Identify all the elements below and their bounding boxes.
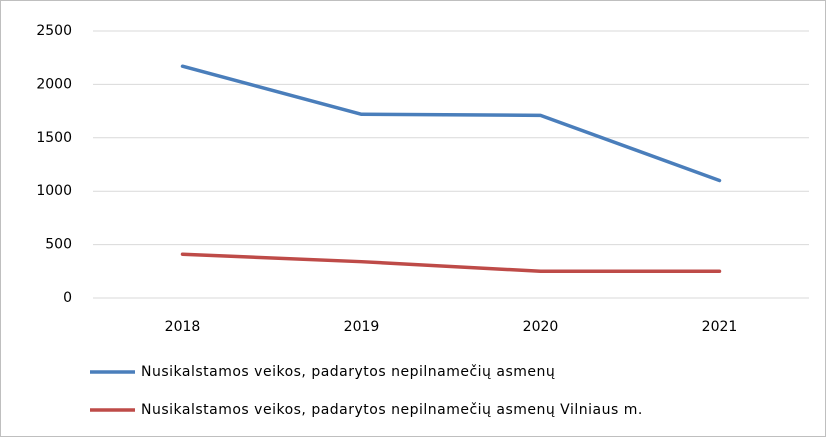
y-tick-label: 1500 (36, 130, 72, 146)
y-tick-label: 0 (63, 290, 72, 306)
data-line (180, 252, 722, 274)
x-tick-label: 2020 (523, 319, 559, 335)
y-tick-label: 1000 (36, 183, 72, 199)
y-tick-label: 500 (45, 237, 72, 253)
x-tick-label: 2018 (165, 319, 201, 335)
y-tick-label: 2500 (36, 23, 72, 39)
data-line (180, 64, 722, 183)
x-tick-label: 2019 (344, 319, 380, 335)
x-tick-label: 2021 (702, 319, 738, 335)
legend-label: Nusikalstamos veikos, padarytos nepilnam… (141, 364, 555, 380)
legend-label: Nusikalstamos veikos, padarytos nepilnam… (141, 402, 643, 418)
y-tick-label: 2000 (36, 76, 72, 92)
